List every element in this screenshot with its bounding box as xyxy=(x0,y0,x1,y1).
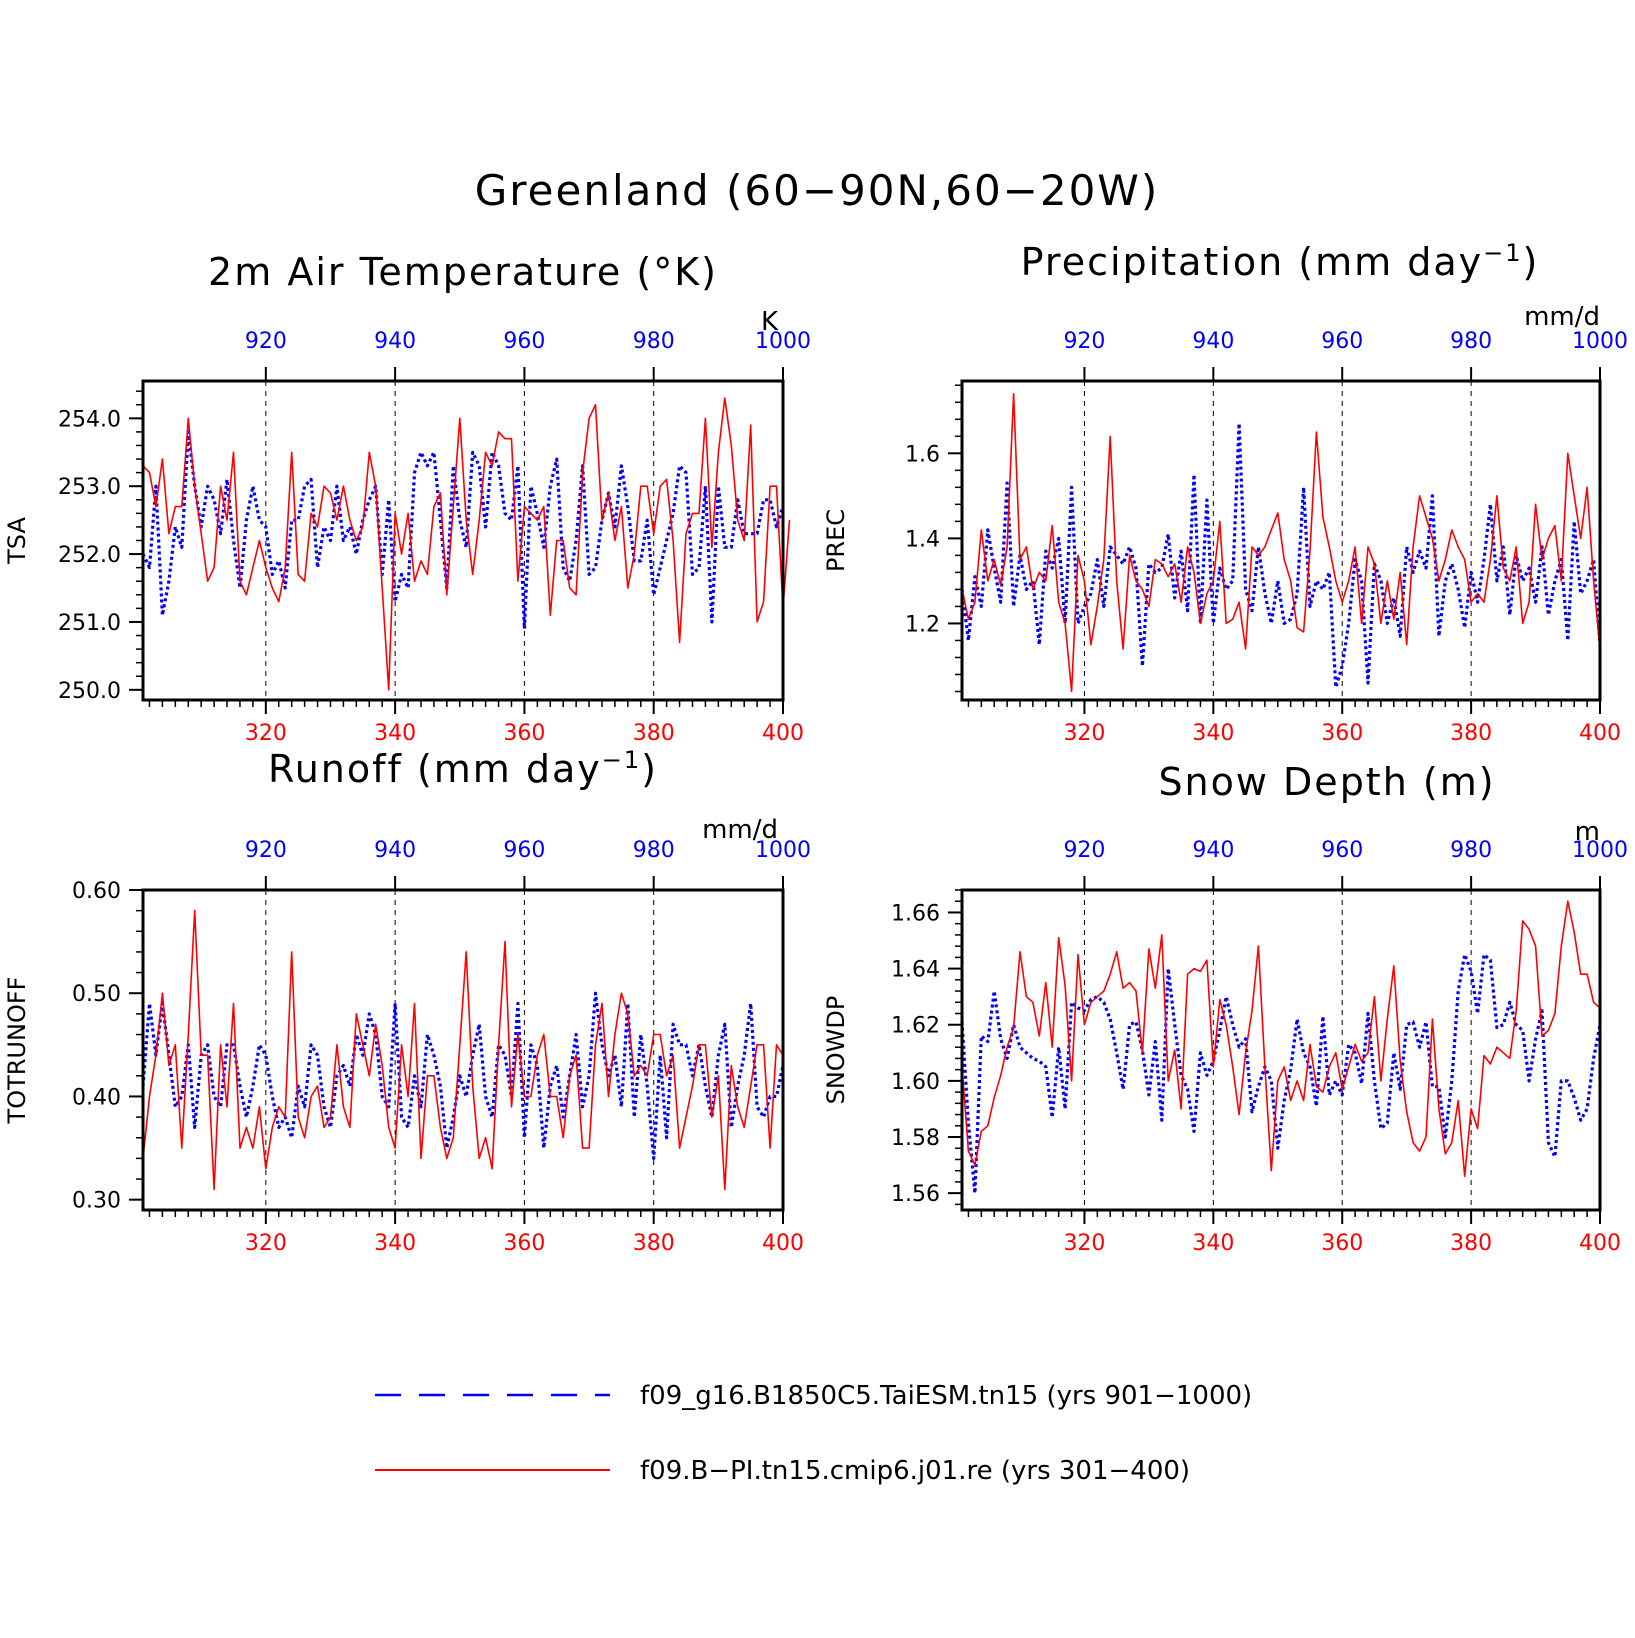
plot-frame xyxy=(141,888,785,1212)
x-top-tick-label: 960 xyxy=(1321,838,1363,863)
x-bottom-tick-label: 340 xyxy=(1192,1231,1234,1256)
x-bottom-tick-label: 320 xyxy=(245,1231,287,1256)
x-bottom-tick-label: 360 xyxy=(1321,1231,1363,1256)
panel-title: Precipitation (mm day−1) xyxy=(1021,239,1540,284)
panel-title-main: 2m Air Temperature (°K) xyxy=(208,250,718,294)
x-top-tick-label: 960 xyxy=(503,329,545,354)
y-tick-label: 1.56 xyxy=(891,1182,940,1207)
y-tick-label: 254.0 xyxy=(58,407,121,432)
series-line-solid xyxy=(961,392,1601,693)
x-bottom-tick-label: 380 xyxy=(633,1231,675,1256)
panel-title-main: Precipitation (mm day xyxy=(1021,240,1483,284)
legend: f09_g16.B1850C5.TaiESM.tn15 (yrs 901−100… xyxy=(375,1381,1252,1486)
x-bottom-tick-label: 360 xyxy=(1321,721,1363,746)
x-top-tick-label: 920 xyxy=(1063,838,1105,863)
units-label: m xyxy=(1575,817,1600,847)
legend-label-solid: f09.B−PI.tn15.cmip6.j01.re (yrs 301−400) xyxy=(640,1456,1190,1486)
series-line-dashed xyxy=(141,991,785,1161)
x-bottom-tick-label: 380 xyxy=(1450,1231,1492,1256)
x-top-tick-label: 980 xyxy=(633,838,675,863)
y-tick-label: 1.64 xyxy=(891,958,940,983)
panel-runoff: Runoff (mm day−1) mm/d 0.30 0.40 0.50 0.60 320… xyxy=(3,746,811,1256)
y-tick-label: 1.66 xyxy=(891,901,940,926)
x-bottom-tick-label: 400 xyxy=(1579,721,1621,746)
panel-title: Snow Depth (m) xyxy=(1158,760,1495,804)
panel-title-main: Runoff (mm day xyxy=(268,747,602,791)
y-tick-label: 250.0 xyxy=(58,679,121,704)
x-top-tick-label: 980 xyxy=(1450,838,1492,863)
series-line-solid xyxy=(961,900,1601,1178)
x-bottom-tick-label: 380 xyxy=(1450,721,1492,746)
panel-title: Runoff (mm day−1) xyxy=(268,746,658,791)
y-tick-label: 251.0 xyxy=(58,611,121,636)
x-bottom-tick-label: 320 xyxy=(1063,1231,1105,1256)
y-tick-label: 1.62 xyxy=(891,1014,940,1039)
x-top-tick-label: 920 xyxy=(1063,329,1105,354)
x-top-tick-label: 960 xyxy=(503,838,545,863)
units-label: mm/d xyxy=(702,815,778,845)
y-tick-label: 1.2 xyxy=(905,612,940,637)
x-top-tick-label: 960 xyxy=(1321,329,1363,354)
legend-label-dashed: f09_g16.B1850C5.TaiESM.tn15 (yrs 901−100… xyxy=(640,1381,1252,1411)
y-axis-label: TOTRUNOFF xyxy=(3,977,31,1125)
panel-title-end: ) xyxy=(1523,240,1540,284)
panel-title-end: ) xyxy=(641,747,658,791)
x-top-tick-label: 1000 xyxy=(1572,329,1628,354)
x-bottom-tick-label: 320 xyxy=(245,721,287,746)
x-bottom-tick-label: 400 xyxy=(1579,1231,1621,1256)
x-bottom-tick-label: 400 xyxy=(762,721,804,746)
series-line-dashed xyxy=(960,952,1602,1195)
panel-title: 2m Air Temperature (°K) xyxy=(208,250,718,294)
panel-air-temperature: 2m Air Temperature (°K) K 250.0 251.0 252.0 2… xyxy=(3,250,811,746)
x-top-tick-label: 980 xyxy=(1450,329,1492,354)
x-top-tick-label: 940 xyxy=(1192,329,1234,354)
y-axis-label: PREC xyxy=(822,509,850,572)
x-bottom-tick-label: 340 xyxy=(374,1231,416,1256)
y-tick-label: 1.58 xyxy=(891,1126,940,1151)
y-axis-label: TSA xyxy=(3,517,31,565)
y-tick-label: 1.4 xyxy=(905,527,940,552)
plot-frame xyxy=(960,888,1602,1212)
y-tick-label: 1.6 xyxy=(905,442,940,467)
x-top-tick-label: 1000 xyxy=(755,838,811,863)
y-tick-label: 1.60 xyxy=(891,1070,940,1095)
plot-frame xyxy=(141,379,785,702)
figure-title: Greenland (60−90N,60−20W) xyxy=(475,166,1159,215)
y-tick-label: 0.60 xyxy=(72,879,121,904)
x-top-tick-label: 940 xyxy=(374,838,416,863)
panel-title-main: Snow Depth (m) xyxy=(1158,760,1495,804)
units-label: K xyxy=(761,307,779,337)
x-bottom-tick-label: 320 xyxy=(1063,721,1105,746)
units-label: mm/d xyxy=(1524,302,1600,332)
series-line-solid xyxy=(142,397,791,691)
panel-title-superscript: −1 xyxy=(602,746,641,774)
x-top-tick-label: 1000 xyxy=(1572,838,1628,863)
y-tick-label: 0.30 xyxy=(72,1189,121,1214)
panel-precipitation: Precipitation (mm day−1) mm/d 1.2 1.4 1.6 320… xyxy=(822,239,1628,746)
x-bottom-tick-label: 360 xyxy=(503,721,545,746)
series-line-dashed xyxy=(141,430,785,631)
panel-snow-depth: Snow Depth (m) m 1.56 1.58 1.60 1.62 1.64 1.66 3… xyxy=(822,760,1628,1256)
series-line-dashed xyxy=(960,421,1602,689)
y-tick-label: 0.50 xyxy=(72,982,121,1007)
series-line-solid xyxy=(142,909,784,1191)
x-top-tick-label: 920 xyxy=(245,838,287,863)
x-top-tick-label: 1000 xyxy=(755,329,811,354)
x-top-tick-label: 940 xyxy=(1192,838,1234,863)
x-bottom-tick-label: 360 xyxy=(503,1231,545,1256)
x-top-tick-label: 980 xyxy=(633,329,675,354)
x-bottom-tick-label: 340 xyxy=(1192,721,1234,746)
x-top-tick-label: 920 xyxy=(245,329,287,354)
x-bottom-tick-label: 400 xyxy=(762,1231,804,1256)
y-tick-label: 253.0 xyxy=(58,475,121,500)
x-bottom-tick-label: 380 xyxy=(633,721,675,746)
x-bottom-tick-label: 340 xyxy=(374,721,416,746)
plot-frame xyxy=(960,379,1602,702)
y-axis-label: SNOWDP xyxy=(822,996,850,1105)
y-tick-label: 252.0 xyxy=(58,543,121,568)
x-top-tick-label: 940 xyxy=(374,329,416,354)
y-tick-label: 0.40 xyxy=(72,1085,121,1110)
panel-title-superscript: −1 xyxy=(1483,239,1522,267)
